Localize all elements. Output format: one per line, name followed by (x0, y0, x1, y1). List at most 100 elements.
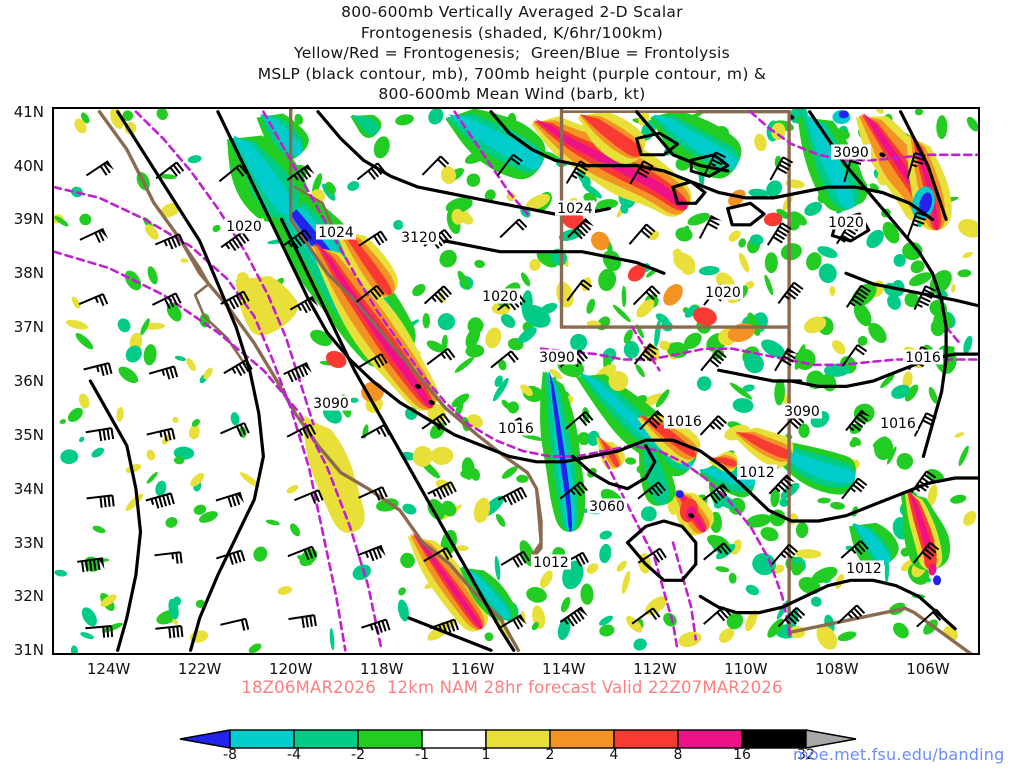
wind-barb (220, 422, 250, 437)
wind-barb (841, 344, 868, 367)
contour-label-height: 3060 (589, 499, 625, 515)
wind-barb (500, 550, 530, 568)
wind-barb (703, 151, 726, 177)
wind-barb (699, 415, 727, 436)
wind-barb (78, 293, 109, 307)
y-tick-36N: 36N (13, 372, 44, 390)
wind-barb (490, 350, 519, 369)
wind-barb (639, 410, 666, 431)
colorbar-tick-neg4: -4 (287, 747, 301, 763)
x-tick-124W: 124W (86, 660, 131, 678)
contour-label-mslp: 1020 (828, 215, 864, 231)
wind-barb (637, 547, 667, 564)
contour-label-mslp: 1024 (318, 225, 354, 241)
wind-barb (496, 153, 523, 177)
wind-barb (358, 486, 388, 501)
colorbar-tick-32: 32 (797, 747, 815, 763)
y-tick-32N: 32N (13, 587, 44, 606)
wind-barb (906, 152, 926, 179)
wind-barb (286, 423, 317, 439)
wind-barb (358, 230, 388, 247)
wind-barb (427, 481, 457, 500)
contour-label-height: 3090 (313, 396, 349, 412)
wind-barb (283, 229, 312, 250)
colorbar-legend: -8 -4 -2 -1 1 2 4 8 16 32 (178, 729, 858, 767)
wind-barb (145, 492, 175, 509)
wind-barb (565, 160, 591, 184)
wind-barb (768, 474, 796, 495)
wind-barb (702, 483, 731, 504)
wind-barb (632, 285, 661, 306)
wind-barb (146, 427, 176, 442)
wind-barb (631, 607, 661, 625)
wind-barb (774, 347, 798, 372)
wind-barb (85, 160, 115, 177)
wind-barb (766, 222, 792, 246)
wind-barb (155, 161, 185, 180)
wind-barb (421, 155, 450, 176)
source-watermark: moe.met.fsu.edu/banding (793, 745, 1005, 764)
wind-barb (497, 486, 528, 506)
colorbar-tick-4: 4 (609, 747, 619, 763)
wind-barb (845, 284, 871, 308)
wind-barb (703, 606, 732, 625)
contour-label-mslp: 1024 (557, 201, 593, 217)
y-tick-39N: 39N (13, 210, 44, 229)
wind-barb (628, 223, 656, 245)
wind-barb (152, 292, 182, 310)
wind-barb (633, 343, 660, 365)
contour-label-mslp: 1012 (739, 465, 775, 481)
title-line-2: Frontogenesis (shaded, K/6hr/100km) (360, 23, 664, 42)
map-plot-area[interactable]: 1020 1024 3120 1024 1020 1020 1020 3090 3090 3090… (52, 107, 980, 655)
x-tick-114W: 114W (542, 660, 586, 678)
wind-barb (215, 491, 245, 508)
colorbar-tick-2: 2 (545, 747, 555, 763)
wind-barb (223, 359, 253, 377)
wind-barb (566, 279, 593, 302)
wind-barb (423, 285, 452, 305)
wind-barb (426, 347, 456, 366)
x-tick-110W: 110W (724, 660, 768, 678)
wind-barb (220, 290, 250, 310)
y-tick-34N: 34N (13, 479, 44, 498)
wind-barb (637, 481, 666, 500)
wind-barb (355, 284, 385, 303)
wind-barb (155, 624, 184, 639)
x-tick-112W: 112W (633, 660, 677, 678)
wind-barb (916, 608, 945, 628)
contour-label-height: 3090 (784, 404, 820, 420)
wind-barb (154, 233, 185, 250)
wind-barb (220, 617, 250, 631)
y-tick-37N: 37N (13, 318, 44, 337)
contour-label-mslp: 1012 (846, 561, 882, 577)
colorbar-tick-neg8: -8 (223, 747, 237, 763)
wind-barb (777, 281, 804, 304)
title-line-5: 800-600mb Mean Wind (barb, kt) (378, 85, 646, 103)
wind-barb (360, 424, 391, 439)
x-tick-116W: 116W (451, 660, 495, 678)
wind-barb (906, 211, 928, 238)
x-tick-122W: 122W (177, 660, 222, 678)
contour-label-height: 3120 (401, 230, 437, 246)
wind-barb (421, 412, 451, 431)
wind-barb (216, 549, 246, 566)
wind-barb (913, 412, 937, 437)
y-axis-latitude: 41N 40N 39N 38N 37N 36N 35N 34N 33N 32N 31N (0, 0, 50, 768)
contour-label-height: 3090 (833, 145, 869, 161)
wind-barb (912, 541, 940, 564)
wind-barb (154, 551, 183, 564)
model-run-caption: 18Z06MAR2026 12km NAM 28hr forecast Vali… (241, 678, 783, 697)
title-line-4: MSLP (black contour, mb), 700mb height (… (257, 64, 767, 83)
y-tick-41N: 41N (13, 102, 44, 121)
colorbar-tick-neg2: -2 (351, 747, 365, 763)
x-tick-120W: 120W (268, 660, 313, 678)
contour-label-mslp: 1016 (666, 414, 702, 430)
x-tick-106W: 106W (906, 660, 950, 678)
contour-label-height: 3090 (539, 350, 575, 366)
wind-barb (700, 349, 727, 372)
colorbar-tick-1: 1 (481, 747, 491, 763)
contour-label-mslp: 1020 (705, 285, 741, 301)
wind-barb (913, 285, 936, 311)
title-line-1: 800-600mb Vertically Averaged 2-D Scalar (341, 3, 683, 21)
